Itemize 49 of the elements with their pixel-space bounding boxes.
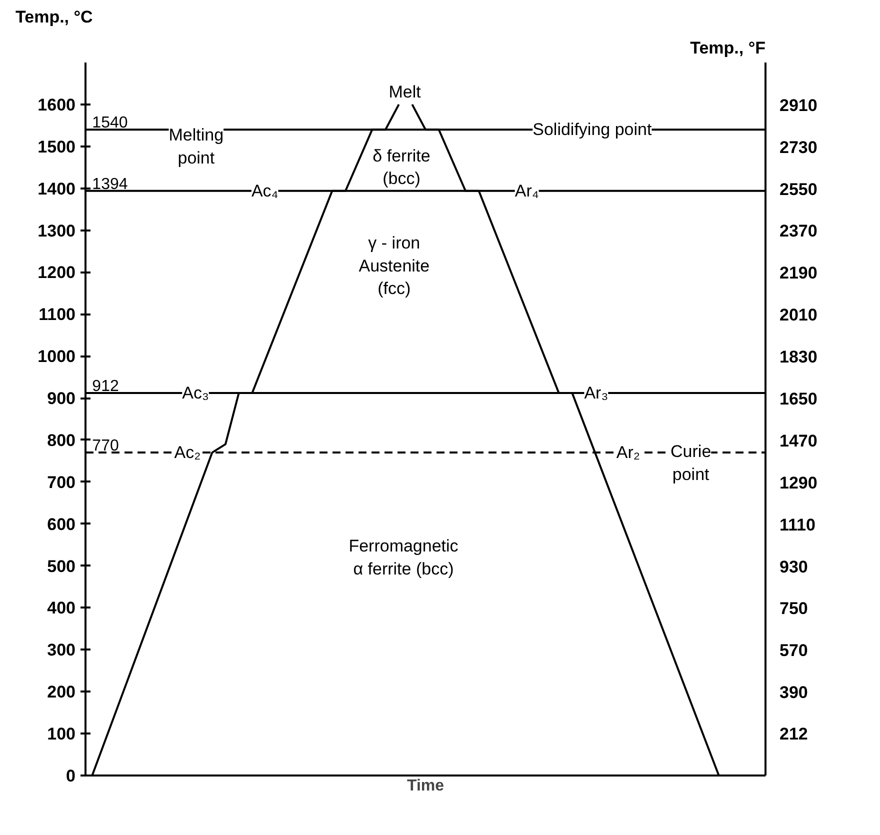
y2-axis-title: Temp., °F — [690, 38, 766, 58]
ref-line-label: 770 — [92, 438, 119, 455]
y2-tick-label: 1470 — [780, 431, 818, 450]
ref-line-label: 1394 — [92, 176, 128, 193]
x-axis-title: Time — [406, 778, 444, 794]
annotation: Ar₂ — [616, 443, 640, 462]
y2-tick-label: 2730 — [780, 138, 818, 157]
y2-tick-label: 2550 — [780, 180, 818, 199]
y-axis-title: Temp., °C — [16, 8, 93, 26]
y-tick-label: 1100 — [38, 305, 76, 324]
annotation: Solidifying point — [532, 120, 652, 140]
y2-tick-label: 1290 — [780, 473, 818, 492]
ref-line-label: 1540 — [92, 114, 128, 132]
y2-tick-label: 1110 — [780, 515, 816, 534]
annotation: Ferromagnetic α ferrite (bcc) — [348, 536, 459, 578]
y2-tick-label: 1650 — [780, 389, 818, 408]
y-tick-label: 600 — [47, 514, 76, 534]
y-tick-label: 400 — [47, 598, 76, 618]
y-tick-label: 200 — [47, 682, 76, 702]
y2-tick-label: 390 — [780, 683, 808, 702]
y-tick-label: 1500 — [38, 137, 76, 156]
y2-tick-label: 1830 — [780, 348, 818, 367]
y-tick-label: 500 — [47, 556, 76, 576]
y-tick-label: 100 — [47, 724, 76, 744]
annotation: Curie point — [670, 442, 712, 484]
annotation: δ ferrite (bcc) — [372, 146, 430, 188]
y-tick-label: 1600 — [38, 95, 76, 114]
y2-tick-label: 2010 — [780, 306, 818, 325]
y2-tick-label: 750 — [780, 599, 808, 618]
y-tick-label: 900 — [47, 389, 76, 408]
annotation: Ac₂ — [174, 443, 201, 462]
y-tick-label: 1300 — [38, 221, 76, 240]
annotation: γ - iron Austenite (fcc) — [358, 234, 430, 298]
ref-line-label: 912 — [92, 378, 119, 395]
y-tick-label: 700 — [47, 472, 76, 492]
y2-tick-label: 930 — [780, 557, 808, 576]
annotation: Melting point — [168, 125, 224, 168]
y2-tick-label: 2190 — [780, 264, 818, 283]
y-tick-label: 300 — [47, 640, 76, 660]
y-tick-label: 1000 — [38, 347, 76, 366]
annotation: Melt — [388, 82, 422, 102]
y2-tick-label: 2370 — [780, 222, 818, 241]
y-tick-label: 1200 — [38, 263, 76, 282]
y-tick-label: 1400 — [38, 179, 76, 198]
y-tick-label: 800 — [47, 430, 76, 450]
y2-tick-label: 2910 — [780, 96, 818, 115]
y2-tick-label: 570 — [780, 641, 808, 660]
y-tick-label: 0 — [66, 766, 76, 786]
y2-tick-label: 212 — [780, 724, 808, 744]
